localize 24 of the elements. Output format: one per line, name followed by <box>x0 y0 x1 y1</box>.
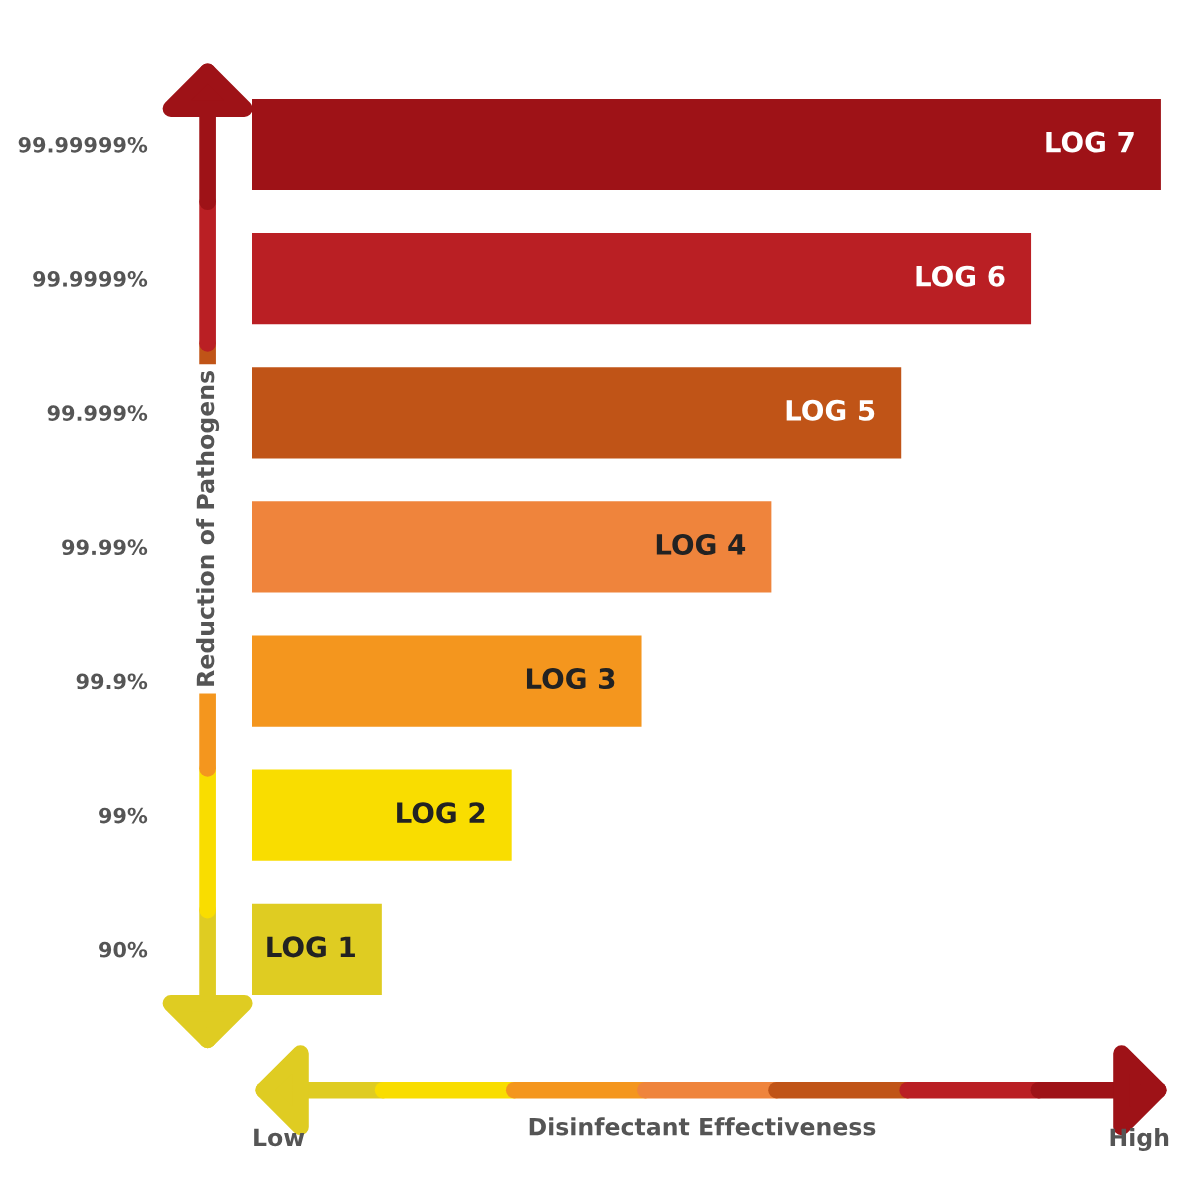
y-tick-label: 99.9% <box>76 673 148 690</box>
bar <box>252 501 772 593</box>
y-tick-label: 99.99% <box>62 539 148 556</box>
data-label: LOG 5 <box>786 399 875 421</box>
data-label: LOG 7 <box>1046 131 1134 153</box>
y-tick-label: 99% <box>99 807 148 824</box>
bar <box>252 367 902 459</box>
data-label: LOG 4 <box>656 533 746 555</box>
y-tick-label: 90% <box>99 941 148 958</box>
data-label: LOG 3 <box>526 668 615 690</box>
y-tick-label: 99.99999% <box>18 136 148 153</box>
data-label: LOG 1 <box>267 936 355 958</box>
bar <box>252 233 1032 325</box>
y-axis-title: Reduction of Pathogens <box>196 371 220 686</box>
bar <box>252 769 512 861</box>
bar <box>252 903 382 995</box>
data-label: LOG 2 <box>397 802 485 824</box>
y-tick-label: 99.999% <box>47 405 148 421</box>
y-tick-label: 99.9999% <box>33 271 148 287</box>
x-axis-title: Disinfectant Effectiveness <box>529 1117 876 1136</box>
text: Low <box>254 1128 305 1147</box>
bar <box>252 635 642 727</box>
text: High <box>1110 1127 1169 1152</box>
data-label: LOG 6 <box>916 265 1005 287</box>
